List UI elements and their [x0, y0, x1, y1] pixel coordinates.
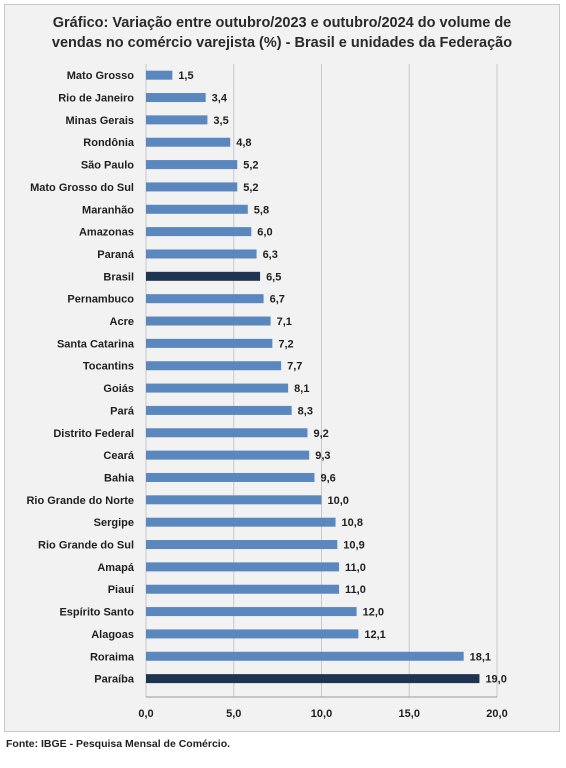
- value-label: 6,7: [270, 294, 285, 306]
- bar: [146, 607, 357, 617]
- bar: [146, 517, 336, 527]
- category-label: São Paulo: [81, 160, 134, 172]
- bar: [146, 584, 340, 594]
- bar: [146, 316, 271, 326]
- category-label: Pernambuco: [67, 294, 134, 306]
- bar: [146, 227, 252, 237]
- bar: [146, 338, 273, 348]
- value-label: 3,5: [213, 115, 228, 127]
- chart-title: Gráfico: Variação entre outubro/2023 e o…: [15, 13, 549, 53]
- category-label: Piauí: [108, 584, 135, 596]
- x-tick-label: 20,0: [486, 708, 507, 720]
- bar: [146, 629, 359, 639]
- bar: [146, 204, 248, 214]
- bar: [146, 115, 208, 125]
- category-label: Ceará: [103, 450, 134, 462]
- category-label: Santa Catarina: [57, 338, 135, 350]
- value-label: 5,2: [243, 160, 258, 172]
- bar: [146, 294, 264, 304]
- bar: [146, 137, 231, 147]
- category-label: Alagoas: [91, 629, 134, 641]
- value-label: 10,8: [342, 517, 363, 529]
- category-label: Acre: [110, 316, 134, 328]
- category-label: Maranhão: [82, 204, 134, 216]
- category-label: Goiás: [103, 383, 134, 395]
- value-label: 18,1: [470, 651, 491, 663]
- category-label: Espírito Santo: [59, 607, 134, 619]
- value-label: 12,1: [364, 629, 385, 641]
- value-label: 7,2: [278, 338, 293, 350]
- category-label: Amapá: [97, 562, 135, 574]
- value-label: 1,5: [178, 70, 193, 82]
- category-label: Brasil: [103, 271, 134, 283]
- bar: [146, 562, 340, 572]
- category-label: Mato Grosso: [67, 70, 135, 82]
- value-label: 6,5: [266, 271, 281, 283]
- x-tick-label: 10,0: [311, 708, 332, 720]
- category-label: Rio Grande do Sul: [38, 540, 134, 552]
- value-label: 8,1: [294, 383, 309, 395]
- bar: [146, 674, 480, 684]
- value-label: 11,0: [345, 562, 366, 574]
- bar: [146, 271, 261, 281]
- category-label: Roraima: [90, 651, 135, 663]
- category-label: Amazonas: [79, 227, 134, 239]
- category-label: Bahia: [104, 472, 135, 484]
- category-label: Mato Grosso do Sul: [30, 182, 134, 194]
- value-label: 5,2: [243, 182, 258, 194]
- category-label: Minas Gerais: [66, 115, 134, 127]
- value-label: 9,6: [320, 472, 335, 484]
- value-label: 11,0: [345, 584, 366, 596]
- category-label: Distrito Federal: [53, 428, 134, 440]
- category-label: Tocantins: [83, 361, 134, 373]
- value-label: 6,3: [263, 249, 278, 261]
- bar: [146, 70, 173, 80]
- category-label: Rio de Janeiro: [58, 93, 134, 105]
- category-label: Rio Grande do Norte: [26, 495, 134, 507]
- bar: [146, 182, 238, 192]
- value-label: 8,3: [298, 405, 313, 417]
- bar: [146, 361, 282, 371]
- value-label: 5,8: [254, 204, 269, 216]
- category-label: Rondônia: [83, 137, 135, 149]
- category-label: Paraíba: [94, 674, 135, 686]
- bar: [146, 495, 322, 505]
- bar: [146, 450, 310, 460]
- category-label: Paraná: [97, 249, 135, 261]
- value-label: 7,1: [277, 316, 292, 328]
- value-label: 10,0: [328, 495, 349, 507]
- bar: [146, 160, 238, 170]
- value-label: 4,8: [236, 137, 251, 149]
- value-label: 6,0: [257, 227, 272, 239]
- bar: [146, 651, 464, 661]
- bar: [146, 472, 315, 482]
- category-label: Pará: [110, 405, 135, 417]
- value-label: 3,4: [212, 93, 228, 105]
- value-label: 12,0: [363, 607, 384, 619]
- value-label: 9,3: [315, 450, 330, 462]
- bar: [146, 249, 257, 259]
- bar: [146, 93, 206, 103]
- value-label: 10,9: [343, 540, 364, 552]
- bar: [146, 540, 338, 550]
- value-label: 9,2: [313, 428, 328, 440]
- chart-title-line-1: Gráfico: Variação entre outubro/2023 e o…: [52, 15, 512, 31]
- bar-chart: 0,0 5,0 10,0 15,0 20,0 Mato Grosso 1,5 Rio de J…: [26, 64, 508, 720]
- x-tick-label: 0,0: [138, 708, 153, 720]
- source-note: Fonte: IBGE - Pesquisa Mensal de Comérci…: [6, 738, 231, 750]
- bar: [146, 405, 292, 415]
- bar: [146, 383, 289, 393]
- value-label: 7,7: [287, 361, 302, 373]
- x-tick-label: 5,0: [226, 708, 241, 720]
- category-label: Sergipe: [94, 517, 134, 529]
- value-label: 19,0: [485, 674, 506, 686]
- x-tick-label: 15,0: [399, 708, 420, 720]
- bar: [146, 428, 308, 438]
- chart-title-line-2: vendas no comércio varejista (%) - Brasi…: [51, 35, 513, 51]
